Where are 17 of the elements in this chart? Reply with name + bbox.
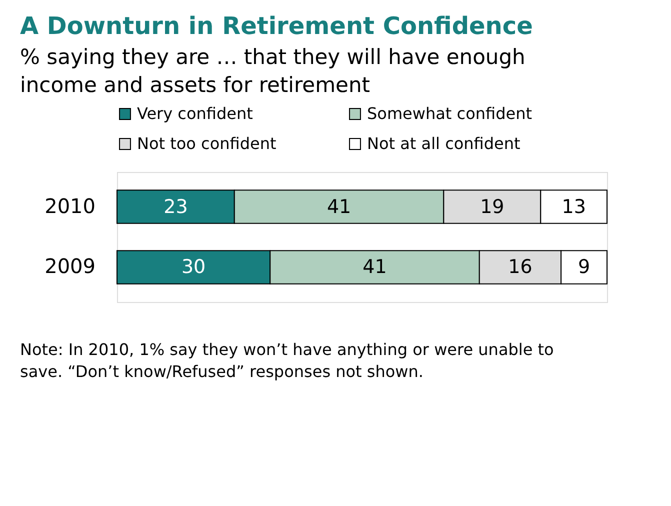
data-label: 13 <box>562 196 586 218</box>
legend-label: Somewhat confident <box>367 104 532 123</box>
data-label: 30 <box>181 256 206 278</box>
y-tick-label: 2010 <box>44 194 96 218</box>
chart-title: A Downturn in Retirement Confidence <box>20 12 533 40</box>
data-label: 16 <box>508 256 532 278</box>
text: Note: In 2010, 1% say they won’t have anything or were unable to save. “Don’t know/Refused” responses not shown. <box>20 340 554 381</box>
data-label: 9 <box>578 256 590 278</box>
legend-label: Very confident <box>137 104 253 123</box>
data-label: 19 <box>480 196 504 218</box>
chart-subtitle: % saying they are … that they will have enough income and assets for retirement <box>20 45 526 97</box>
data-label: 23 <box>164 196 188 218</box>
legend-label: Not at all confident <box>367 134 520 153</box>
data-label: 41 <box>362 256 387 278</box>
legend-label: Not too confident <box>137 134 276 153</box>
data-label: 41 <box>326 196 352 218</box>
y-tick-label: 2009 <box>44 254 96 278</box>
